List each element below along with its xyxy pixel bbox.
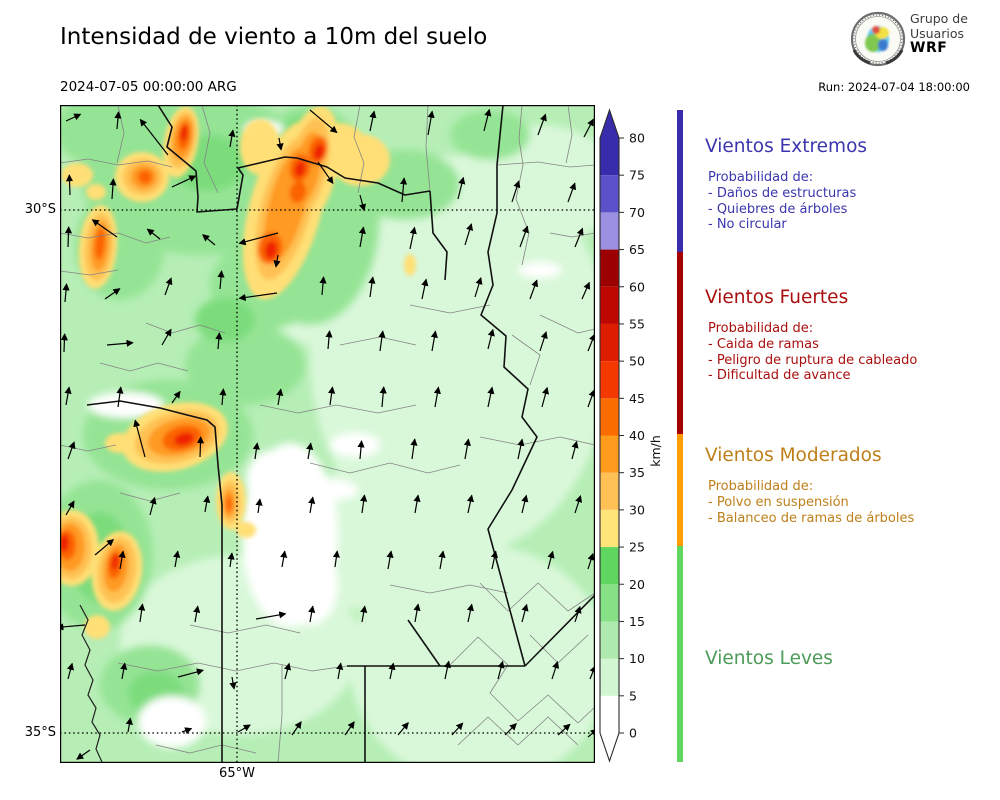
colorbar-tick-75: 75 [629, 168, 645, 183]
logo-line1: Grupo de [910, 11, 968, 26]
colorbar-tick-80: 80 [629, 131, 645, 146]
colorbar-tick-60: 60 [629, 279, 645, 294]
legend-bar-leves [677, 546, 683, 762]
colorbar-tick-65: 65 [629, 242, 645, 257]
logo-text: Grupo de Usuarios WRF [910, 11, 968, 56]
probability-item: - Quiebres de árboles [708, 201, 848, 217]
probability-item: - Peligro de ruptura de cableado [708, 352, 918, 368]
colorbar-tick-5: 5 [629, 688, 637, 703]
run-time-label: Run: 2024-07-04 18:00:00 [818, 80, 970, 94]
legend-heading-moderados: Vientos Moderados [705, 445, 882, 466]
lat-label-35s: 35°S [24, 725, 56, 740]
probability-item: - No circular [708, 217, 787, 233]
colorbar-tick-25: 25 [629, 540, 645, 555]
colorbar-tick-40: 40 [629, 428, 645, 443]
probability-title: Probabilidad de: [708, 479, 814, 494]
colorbar-tick-10: 10 [629, 651, 645, 666]
colorbar-tick-35: 35 [629, 465, 645, 480]
probability-title: Probabilidad de: [708, 170, 814, 185]
probability-item: - Daños de estructuras [708, 185, 857, 201]
legend-body-moderados: Probabilidad de: - Polvo en suspensión -… [708, 479, 914, 526]
legend-bar-extremos [677, 110, 683, 252]
probability-item: - Balanceo de ramas de árboles [708, 510, 915, 526]
legend-body-fuertes: Probabilidad de: - Caida de ramas - Peli… [708, 321, 917, 384]
logo-line2: Usuarios [910, 26, 965, 41]
colorbar-tick-30: 30 [629, 502, 645, 517]
legend-bar-moderados [677, 434, 683, 546]
colorbar-unit-label: km/h [648, 435, 663, 467]
lat-label-30s: 30°S [24, 202, 56, 217]
probability-item: - Polvo en suspensión [708, 494, 849, 510]
wrf-users-group-logo-icon [850, 11, 906, 67]
page-title: Intensidad de viento a 10m del suelo [60, 24, 488, 50]
probability-item: - Caida de ramas [708, 336, 819, 352]
colorbar-tick-15: 15 [629, 614, 645, 629]
colorbar-tick-20: 20 [629, 577, 645, 592]
legend-bar-fuertes [677, 252, 683, 434]
legend-heading-fuertes: Vientos Fuertes [705, 287, 849, 308]
wind-arrows [60, 108, 595, 760]
colorbar: 0 5 10 15 20 25 30 35 40 45 50 55 60 65 70 75 80 km/h [599, 108, 663, 763]
wind-intensity-map [60, 105, 595, 763]
legend-heading-extremos: Vientos Extremos [705, 136, 868, 157]
colorbar-tick-0: 0 [629, 726, 637, 741]
probability-item: - Dificultad de avance [708, 368, 851, 384]
lon-label-65w: 65°W [219, 766, 255, 781]
colorbar-tick-45: 45 [629, 391, 645, 406]
legend-heading-leves: Vientos Leves [705, 648, 833, 669]
colorbar-tick-70: 70 [629, 205, 645, 220]
colorbar-tick-55: 55 [629, 316, 645, 331]
colorbar-tick-50: 50 [629, 354, 645, 369]
logo-line3: WRF [910, 40, 948, 56]
valid-time-label: 2024-07-05 00:00:00 ARG [60, 79, 237, 95]
probability-title: Probabilidad de: [708, 321, 814, 336]
legend-category-strip [677, 110, 683, 762]
legend-body-extremos: Probabilidad de: - Daños de estructuras … [708, 170, 856, 233]
